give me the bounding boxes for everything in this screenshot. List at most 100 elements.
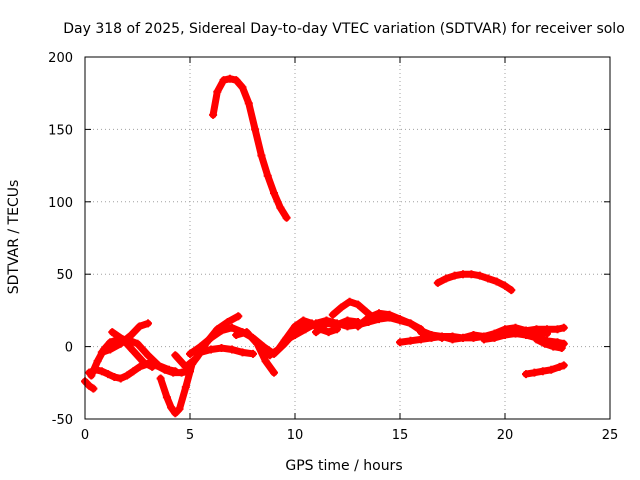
data-point — [459, 270, 467, 279]
data-point — [333, 320, 341, 329]
data-point — [362, 307, 371, 316]
data-point — [427, 331, 436, 340]
data-point — [186, 367, 194, 376]
data-point — [238, 348, 247, 357]
data-point — [93, 357, 102, 366]
x-tick-label: 0 — [81, 428, 89, 443]
data-point — [209, 110, 218, 119]
data-point — [265, 351, 274, 360]
data-point — [450, 271, 459, 280]
data-point — [118, 335, 127, 344]
data-point — [156, 374, 165, 383]
y-tick-label: 200 — [48, 51, 73, 66]
data-point — [276, 203, 285, 212]
y-tick-label: 150 — [48, 123, 73, 138]
data-point — [274, 345, 283, 354]
data-point — [181, 362, 190, 371]
data-point — [171, 351, 180, 360]
series-arc-low-d — [108, 328, 157, 371]
y-tick-label: 100 — [48, 196, 73, 211]
data-point — [85, 381, 94, 390]
data-point — [207, 333, 215, 342]
data-point — [165, 365, 173, 374]
series-arc-noon-5 — [312, 316, 362, 337]
data-point — [507, 286, 516, 295]
data-point — [192, 354, 201, 363]
data-point — [511, 329, 520, 338]
data-point — [406, 319, 415, 328]
data-point — [467, 270, 476, 279]
data-point — [106, 345, 115, 354]
data-point — [186, 349, 194, 358]
series-arc-high — [209, 74, 291, 222]
grid — [84, 56, 611, 420]
data-point — [127, 331, 136, 340]
data-point — [406, 336, 415, 345]
data-point — [417, 335, 425, 344]
data-point — [433, 278, 442, 287]
data-point — [553, 325, 562, 334]
data-point — [177, 368, 186, 377]
data-point — [540, 339, 549, 348]
data-point — [181, 383, 190, 392]
x-tick-label: 15 — [392, 428, 409, 443]
x-tick-label: 10 — [287, 428, 304, 443]
data-point — [97, 367, 106, 376]
data-point — [555, 362, 564, 371]
data-point — [501, 331, 509, 340]
y-tick-label: -50 — [52, 413, 73, 428]
data-point — [175, 404, 184, 413]
data-point — [480, 335, 488, 344]
data-point — [345, 297, 354, 306]
data-point — [522, 331, 530, 340]
x-tick-label: 20 — [497, 428, 514, 443]
data-point — [492, 277, 501, 286]
series-line — [434, 270, 515, 294]
tick-labels: 0 5 10 15 20 25 -50 0 50 100 150 200 — [48, 51, 618, 443]
data-point — [89, 384, 98, 393]
data-point — [129, 346, 138, 355]
data-point — [501, 281, 509, 290]
data-point — [448, 335, 457, 344]
data-point — [490, 333, 499, 342]
data-point — [337, 303, 346, 312]
data-point — [282, 213, 291, 222]
data-point — [538, 367, 547, 376]
data-point — [228, 345, 236, 354]
y-axis-label: SDTVAR / TECUs — [6, 180, 22, 295]
data-point — [129, 367, 138, 376]
data-point — [148, 362, 157, 371]
data-point — [225, 74, 234, 83]
data-point — [251, 125, 260, 134]
x-axis-label: GPS time / hours — [285, 458, 402, 474]
data-point — [291, 322, 299, 331]
data-point — [106, 338, 115, 347]
data-point — [559, 361, 568, 370]
data-point — [97, 348, 106, 357]
data-point — [232, 331, 241, 340]
data-point — [207, 345, 215, 354]
data-point — [396, 315, 404, 324]
data-point — [238, 83, 247, 92]
data-point — [354, 317, 362, 326]
data-point — [116, 374, 125, 383]
data-point — [270, 189, 278, 198]
data-point — [144, 351, 152, 360]
x-tick-label: 5 — [186, 428, 194, 443]
data-point — [219, 76, 228, 85]
data-point — [242, 328, 251, 337]
series-line — [329, 298, 379, 323]
y-tick-label: 50 — [56, 268, 73, 283]
data-point — [270, 368, 278, 377]
data-point — [104, 370, 113, 379]
data-point — [484, 274, 493, 283]
data-point — [171, 367, 180, 376]
chart-title: Day 318 of 2025, Sidereal Day-to-day VTE… — [63, 21, 625, 37]
series-line — [533, 335, 566, 352]
data-point — [299, 316, 308, 325]
data-point — [135, 362, 144, 371]
data-point — [110, 373, 119, 382]
y-tick-label: 0 — [65, 341, 73, 356]
